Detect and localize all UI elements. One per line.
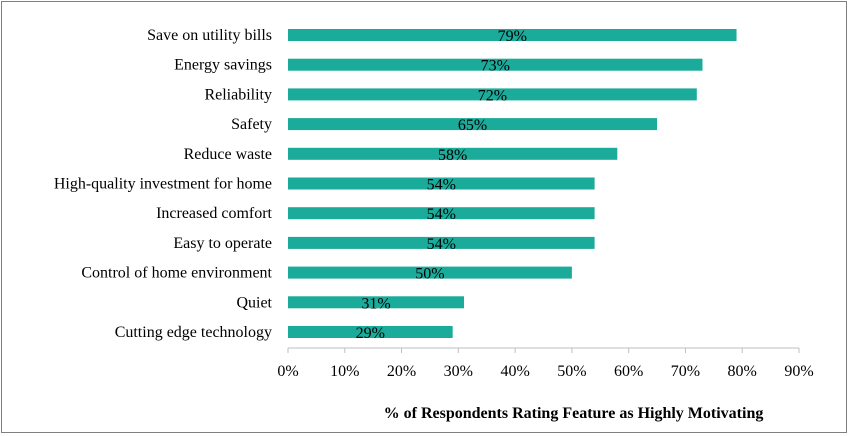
x-axis-title: % of Respondents Rating Feature as Highl… [384, 405, 764, 422]
bar [288, 326, 453, 338]
bar [288, 147, 618, 160]
data-label: 50% [415, 266, 444, 283]
x-tick-label: 20% [387, 363, 416, 380]
x-tick-label: 80% [728, 363, 757, 380]
data-label: 54% [427, 236, 456, 253]
category-label: Quiet [236, 294, 272, 311]
data-label: 73% [481, 58, 510, 75]
x-tick-label: 40% [500, 363, 529, 380]
x-tick-label: 70% [671, 363, 700, 380]
bar [288, 58, 703, 71]
x-axis-ticks: 0% 10% 20% 30% 40% 50% 60% 70% 80% 90% [277, 348, 814, 380]
data-label: 79% [498, 28, 527, 45]
bar [288, 177, 595, 190]
data-label: 54% [427, 177, 456, 194]
category-labels: Save on utility bills Energy savings Relia… [54, 27, 273, 341]
bar [288, 88, 697, 101]
category-label: Control of home environment [81, 265, 272, 282]
data-label: 58% [438, 147, 467, 164]
bar [288, 236, 595, 249]
data-label: 65% [458, 117, 487, 134]
x-tick-label: 90% [784, 363, 813, 380]
data-labels: 79% 73% 72% 65% 58% 54% 54% 54% 50% 31% 29% [356, 28, 527, 342]
category-label: Increased comfort [156, 205, 272, 222]
category-label: Reliability [204, 86, 272, 103]
bar [288, 118, 658, 131]
x-tick-label: 30% [444, 363, 473, 380]
x-tick-label: 60% [614, 363, 643, 380]
category-label: Reduce waste [184, 146, 272, 163]
x-tick-label: 10% [330, 363, 359, 380]
bars-group [288, 29, 737, 338]
data-label: 72% [478, 87, 507, 104]
category-label: Easy to operate [173, 235, 272, 252]
category-label: Safety [231, 116, 272, 133]
data-label: 31% [361, 295, 390, 312]
data-label: 54% [427, 206, 456, 223]
bar [288, 29, 737, 41]
x-tick-label: 0% [277, 363, 298, 380]
bar [288, 207, 595, 220]
category-label: Cutting edge technology [115, 324, 272, 341]
x-tick-label: 50% [557, 363, 586, 380]
category-label: Save on utility bills [147, 27, 272, 44]
bar [288, 266, 572, 279]
category-label: Energy savings [174, 57, 272, 74]
category-label: High-quality investment for home [54, 176, 272, 193]
bar [288, 296, 465, 309]
data-label: 29% [356, 325, 385, 342]
